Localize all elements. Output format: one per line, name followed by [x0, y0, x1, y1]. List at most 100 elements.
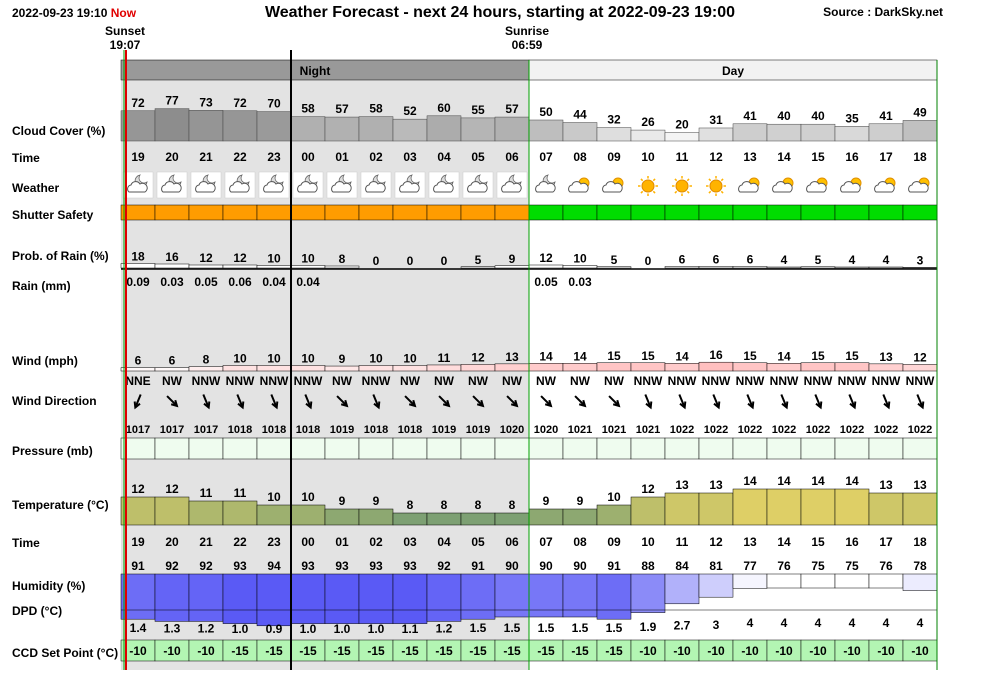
time-label: 07	[539, 150, 553, 164]
rain-mm-value: 0.05	[534, 275, 558, 289]
time-label-2: 15	[811, 535, 825, 549]
humidity-bar	[426, 573, 462, 622]
rain-prob-bar	[154, 263, 190, 269]
shutter-safety-cell	[800, 204, 836, 221]
time-label: 20	[165, 150, 179, 164]
wind-direction-label: NNW	[838, 374, 867, 388]
wind-bar	[766, 363, 802, 372]
ccd-value: -15	[469, 644, 487, 658]
wind-arrow-shaft	[438, 395, 450, 407]
sunrise-marker: Sunrise 06:59	[487, 24, 567, 52]
cloud-cover-value: 26	[641, 115, 655, 129]
ccd-value: -10	[775, 644, 793, 658]
time-label-2: 21	[199, 535, 213, 549]
weather-icon	[326, 171, 358, 199]
humidity-value: 90	[573, 559, 587, 573]
wind-arrow-head	[510, 399, 519, 408]
wind-arrow-head	[305, 401, 313, 410]
temperature-bar	[256, 504, 292, 526]
humidity-value: 90	[505, 559, 519, 573]
rain-prob-value: 4	[883, 253, 890, 267]
wind-direction-label: NNW	[736, 374, 765, 388]
dpd-value: 4	[917, 616, 924, 630]
shutter-safety-cell	[188, 204, 224, 221]
wind-direction-label: NNW	[702, 374, 731, 388]
humidity-bar	[630, 573, 666, 613]
cloud-cover-bar	[732, 123, 768, 142]
rain-prob-value: 6	[747, 253, 754, 267]
rain-mm-value: 0.03	[160, 275, 184, 289]
cloud-shape	[195, 181, 216, 193]
wind-arrow-shaft	[712, 394, 720, 408]
wind-bar	[154, 367, 190, 372]
cloud-cover-bar	[426, 115, 462, 142]
cloud-shape	[365, 181, 386, 193]
cloud-shape	[399, 181, 420, 193]
shutter-safety-cell	[562, 204, 598, 221]
rain-prob-value: 16	[165, 250, 179, 264]
weather-icon	[462, 171, 494, 199]
wind-arrow-head	[815, 401, 823, 410]
rain-mm-value: 0.04	[296, 275, 320, 289]
humidity-value: 77	[743, 559, 757, 573]
row-label-rain-mm: Rain (mm)	[12, 279, 71, 293]
wind-direction-label: NNW	[634, 374, 663, 388]
wind-bar	[630, 362, 666, 372]
wind-bar	[222, 365, 258, 372]
wind-bar	[528, 363, 564, 372]
humidity-value: 78	[913, 559, 927, 573]
wind-arrow-head	[645, 401, 653, 410]
cloud-cover-bar	[392, 118, 428, 142]
rain-prob-value: 3	[917, 253, 924, 267]
cloud-cover-value: 72	[233, 96, 247, 110]
ccd-value: -15	[537, 644, 555, 658]
temperature-value: 13	[675, 478, 689, 492]
dpd-value: 1.5	[504, 621, 521, 635]
pressure-value: 1018	[228, 424, 252, 436]
cloud-cover-value: 57	[335, 102, 349, 116]
pressure-value: 1022	[704, 424, 728, 436]
ccd-value: -15	[503, 644, 521, 658]
dpd-value: 1.5	[572, 621, 589, 635]
cloud-shape	[263, 181, 284, 193]
pressure-cell	[392, 437, 428, 460]
ccd-value: -15	[231, 644, 249, 658]
sun-ray	[720, 190, 724, 194]
pressure-cell	[222, 437, 258, 460]
pressure-value: 1022	[874, 424, 898, 436]
time-label: 10	[641, 150, 655, 164]
rain-prob-bar	[834, 266, 870, 269]
weather-icon	[394, 171, 426, 199]
wind-arrow-shaft	[236, 394, 244, 408]
temperature-bar	[664, 492, 700, 526]
wind-arrow-head	[713, 401, 721, 410]
wind-direction-label: NNW	[192, 374, 221, 388]
page-title: Weather Forecast - next 24 hours, starti…	[264, 4, 736, 21]
row-label-temperature: Temperature (°C)	[12, 498, 109, 512]
pressure-value: 1018	[296, 424, 320, 436]
time-label: 06	[505, 150, 519, 164]
temperature-bar	[222, 500, 258, 526]
time-label-2: 14	[777, 535, 791, 549]
time-label: 17	[879, 150, 893, 164]
temperature-bar	[154, 496, 190, 526]
cloud-cover-value: 58	[369, 102, 383, 116]
cloud-cover-value: 44	[573, 108, 587, 122]
wind-bar	[596, 362, 632, 372]
wind-arrow-shaft	[472, 395, 484, 407]
time-label: 05	[471, 150, 485, 164]
wind-direction-label: NW	[604, 374, 625, 388]
wind-direction-label: NW	[162, 374, 183, 388]
pressure-value: 1022	[670, 424, 694, 436]
cloud-cover-bar	[188, 110, 224, 142]
weather-icon	[292, 171, 324, 199]
rain-prob-bar	[290, 265, 326, 269]
cloud-cover-bar	[358, 116, 394, 142]
wind-arrow-shaft	[540, 395, 552, 407]
weather-icon	[428, 171, 460, 199]
shutter-safety-cell	[596, 204, 632, 221]
wind-bar	[868, 363, 904, 372]
day-period-label: Day	[722, 64, 744, 78]
row-label-humidity: Humidity (%)	[12, 579, 86, 593]
wind-value: 15	[845, 349, 859, 363]
